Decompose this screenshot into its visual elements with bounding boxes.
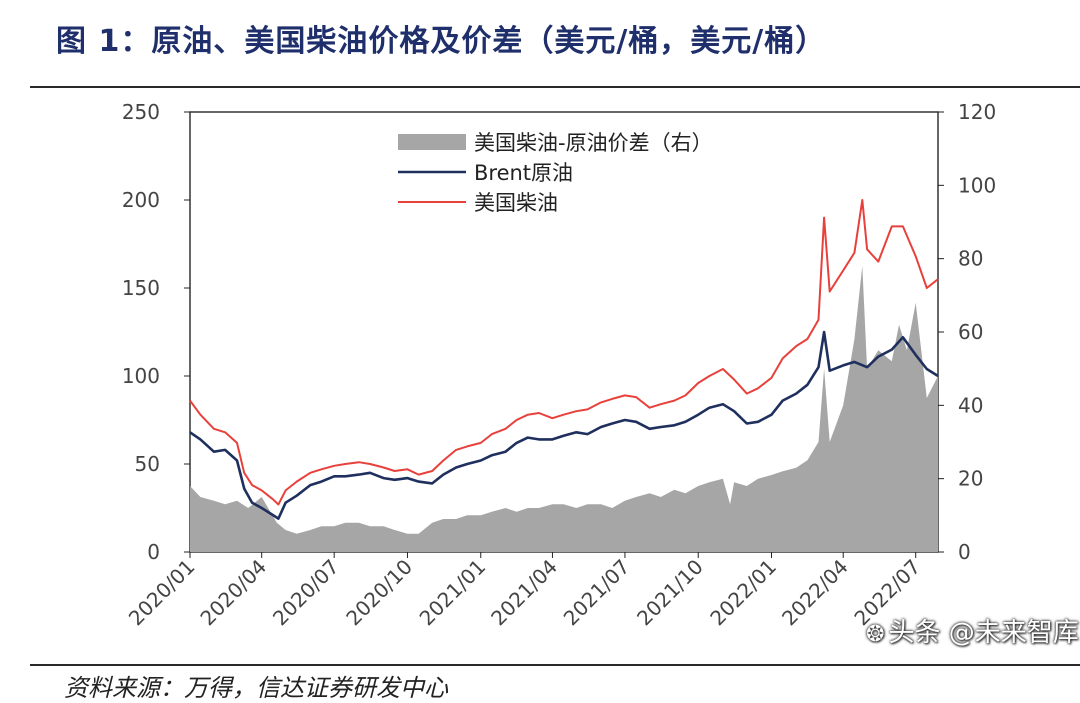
left-y-tick-label: 250 [122,100,160,124]
spread-area-layer [190,266,938,552]
series-diesel-line [189,199,939,506]
wechat-logo-icon: ❂ [866,622,885,647]
x-tick-label: 2020/04 [196,555,272,631]
x-tick-label: 2020/10 [341,555,417,631]
legend-label: Brent原油 [474,161,573,185]
watermark-text: 头条 @未来智库 [888,618,1079,648]
x-tick-label: 2021/07 [559,555,635,631]
left-y-tick-label: 150 [122,276,160,300]
right-y-tick-label: 40 [958,393,983,417]
left-y-tick-label: 0 [147,540,160,564]
x-tick-label: 2021/10 [632,555,708,631]
right-y-tick-label: 120 [958,100,996,124]
left-y-tick-label: 50 [135,452,160,476]
lines-layer [189,199,939,520]
right-y-tick-label: 80 [958,247,983,271]
series-brent-line [189,330,939,520]
x-axis: 2020/012020/042020/072020/102021/012021/… [124,552,925,630]
left-y-tick-label: 100 [122,364,160,388]
x-tick-label: 2022/01 [705,555,781,631]
left-y-tick-label: 200 [122,188,160,212]
watermark: ❂ 头条 @未来智库 [866,612,1079,649]
x-tick-label: 2022/04 [777,555,853,631]
x-tick-label: 2021/04 [486,555,562,631]
left-y-axis: 0 50 100 150 200 250 [122,100,190,564]
legend-swatch-spread [398,134,466,150]
figure-title: 图 1：原油、美国柴油价格及价差（美元/桶，美元/桶） [56,24,827,59]
right-y-tick-label: 0 [958,540,971,564]
legend-label: 美国柴油-原油价差（右） [474,131,713,155]
right-y-tick-label: 20 [958,467,983,491]
right-y-tick-label: 100 [958,173,996,197]
x-tick-label: 2021/01 [415,555,491,631]
legend-label: 美国柴油 [474,191,558,215]
right-y-axis: 0 20 40 60 80 100 120 [938,100,996,564]
x-tick-label: 2020/01 [124,555,200,631]
source-note: 资料来源：万得，信达证券研发中心 [64,674,448,702]
series-spread-area [190,266,938,552]
bottom-rule [30,664,1080,666]
top-rule [30,86,1080,88]
x-tick-label: 2020/07 [268,555,344,631]
right-y-tick-label: 60 [958,320,983,344]
